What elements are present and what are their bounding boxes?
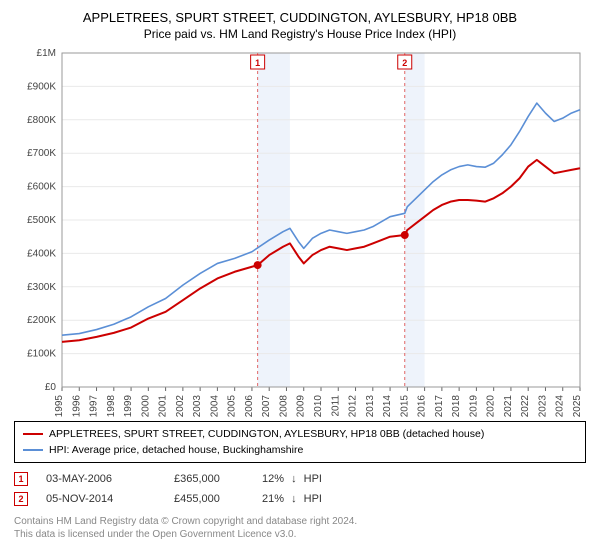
svg-text:£400K: £400K (27, 248, 56, 259)
svg-text:£700K: £700K (27, 148, 56, 159)
svg-text:2005: 2005 (227, 394, 238, 416)
svg-text:2011: 2011 (330, 394, 341, 416)
sale-row: 2 05-NOV-2014 £455,000 21% ↓ HPI (14, 489, 586, 509)
svg-text:2001: 2001 (158, 394, 169, 416)
sale-date: 03-MAY-2006 (46, 473, 156, 485)
sale-delta: 12% ↓ HPI (262, 473, 322, 485)
svg-text:2009: 2009 (296, 394, 307, 416)
svg-text:2023: 2023 (537, 394, 548, 416)
svg-text:2007: 2007 (261, 394, 272, 416)
svg-text:2016: 2016 (417, 394, 428, 416)
svg-text:£800K: £800K (27, 115, 56, 126)
legend-item: HPI: Average price, detached house, Buck… (23, 442, 577, 458)
svg-text:2010: 2010 (313, 394, 324, 416)
svg-text:2020: 2020 (486, 394, 497, 416)
sale-price: £365,000 (174, 473, 244, 485)
svg-text:2014: 2014 (382, 394, 393, 416)
svg-text:2012: 2012 (348, 394, 359, 416)
svg-text:2019: 2019 (468, 394, 479, 416)
sale-num: 2 (18, 494, 23, 504)
svg-text:1: 1 (255, 58, 260, 68)
svg-text:2021: 2021 (503, 394, 514, 416)
svg-text:£500K: £500K (27, 215, 56, 226)
arrow-down-icon: ↓ (291, 493, 297, 505)
svg-text:£300K: £300K (27, 282, 56, 293)
sales-table: 1 03-MAY-2006 £365,000 12% ↓ HPI 2 05-NO… (14, 469, 586, 509)
svg-text:£600K: £600K (27, 181, 56, 192)
svg-text:2025: 2025 (572, 394, 583, 416)
svg-text:£100K: £100K (27, 348, 56, 359)
svg-text:2002: 2002 (175, 394, 186, 416)
svg-text:2015: 2015 (399, 394, 410, 416)
svg-text:1995: 1995 (54, 394, 65, 416)
svg-text:2004: 2004 (209, 394, 220, 416)
chart-title: APPLETREES, SPURT STREET, CUDDINGTON, AY… (14, 10, 586, 27)
legend-item: APPLETREES, SPURT STREET, CUDDINGTON, AY… (23, 426, 577, 442)
svg-text:2024: 2024 (555, 394, 566, 416)
chart-subtitle: Price paid vs. HM Land Registry's House … (14, 27, 586, 41)
legend-label: APPLETREES, SPURT STREET, CUDDINGTON, AY… (49, 428, 484, 440)
svg-text:£1M: £1M (37, 48, 56, 59)
svg-text:£200K: £200K (27, 315, 56, 326)
sale-delta: 21% ↓ HPI (262, 493, 322, 505)
svg-text:2022: 2022 (520, 394, 531, 416)
svg-text:£0: £0 (45, 382, 57, 393)
svg-text:1998: 1998 (106, 394, 117, 416)
svg-text:2000: 2000 (140, 394, 151, 416)
arrow-down-icon: ↓ (291, 473, 297, 485)
copyright: Contains HM Land Registry data © Crown c… (14, 515, 586, 541)
svg-text:2017: 2017 (434, 394, 445, 416)
svg-text:2008: 2008 (278, 394, 289, 416)
sale-num: 1 (18, 474, 23, 484)
svg-text:1999: 1999 (123, 394, 134, 416)
sale-date: 05-NOV-2014 (46, 493, 156, 505)
chart: £0 £100K £200K £300K £400K £500K £600K £700K £80… (14, 47, 586, 417)
legend-label: HPI: Average price, detached house, Buck… (49, 444, 303, 456)
svg-text:2013: 2013 (365, 394, 376, 416)
svg-text:£900K: £900K (27, 81, 56, 92)
sale-price: £455,000 (174, 493, 244, 505)
svg-text:1996: 1996 (71, 394, 82, 416)
sale-row: 1 03-MAY-2006 £365,000 12% ↓ HPI (14, 469, 586, 489)
svg-text:1997: 1997 (89, 394, 100, 416)
svg-text:2003: 2003 (192, 394, 203, 416)
svg-text:2: 2 (402, 58, 407, 68)
svg-text:2006: 2006 (244, 394, 255, 416)
svg-text:2018: 2018 (451, 394, 462, 416)
legend: APPLETREES, SPURT STREET, CUDDINGTON, AY… (14, 421, 586, 463)
